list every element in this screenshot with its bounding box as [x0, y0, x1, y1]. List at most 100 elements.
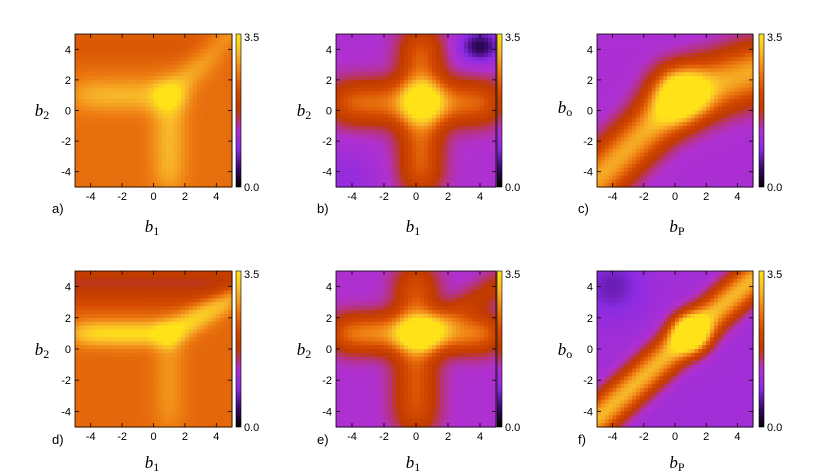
- heatmap-cell: [133, 125, 139, 131]
- heatmap-cell: [464, 129, 469, 135]
- heatmap-cell: [344, 41, 349, 47]
- heatmap-cell: [714, 45, 719, 50]
- heatmap-cell: [420, 133, 425, 138]
- heatmap-cell: [448, 91, 453, 96]
- heatmap-cell: [737, 110, 742, 115]
- heatmap-cell: [600, 164, 606, 169]
- heatmap-cell: [78, 349, 84, 354]
- heatmap-cell: [149, 144, 155, 150]
- heatmap-cell: [436, 79, 441, 85]
- heatmap-cell: [616, 137, 621, 142]
- heatmap-cell: [492, 34, 497, 39]
- heatmap-cell: [714, 68, 719, 73]
- heatmap-cell: [710, 125, 715, 131]
- heatmap-cell: [745, 125, 750, 131]
- heatmap-cell: [388, 141, 393, 146]
- heatmap-cell: [94, 175, 100, 180]
- heatmap-cell: [620, 60, 625, 66]
- heatmap-cell: [440, 72, 445, 77]
- heatmap-cell: [98, 37, 104, 43]
- heatmap-cell: [78, 310, 84, 315]
- heatmap-cell: [698, 141, 703, 146]
- heatmap-cell: [468, 148, 473, 154]
- heatmap-cell: [492, 125, 497, 131]
- heatmap-cell: [424, 87, 429, 92]
- heatmap-cell: [90, 144, 96, 150]
- heatmap-cell: [737, 148, 742, 154]
- heatmap-cell: [612, 167, 618, 173]
- heatmap-cell: [126, 37, 131, 43]
- heatmap-cell: [663, 118, 668, 123]
- heatmap-cell: [360, 102, 365, 108]
- heatmap-cell: [440, 41, 445, 47]
- heatmap-cell: [75, 356, 80, 362]
- heatmap-cell: [636, 76, 641, 81]
- heatmap-cell: [149, 68, 155, 73]
- heatmap-cell: [721, 160, 727, 165]
- heatmap-cell: [98, 79, 104, 85]
- heatmap-cell: [114, 133, 119, 138]
- heatmap-cell: [612, 91, 618, 96]
- heatmap-cell: [133, 171, 139, 177]
- heatmap-cell: [745, 137, 750, 142]
- heatmap-cell: [690, 175, 696, 180]
- y-axis-label: b2: [297, 101, 312, 122]
- heatmap-cell: [460, 141, 465, 146]
- heatmap-cell: [212, 118, 217, 123]
- heatmap-cell: [340, 56, 345, 62]
- heatmap-cell: [106, 37, 111, 43]
- heatmap-cell: [106, 45, 111, 50]
- heatmap-cell: [749, 133, 754, 138]
- heatmap-cell: [682, 152, 688, 157]
- heatmap-cell: [608, 152, 614, 157]
- heatmap-cell: [655, 91, 660, 96]
- heatmap-cell: [348, 56, 353, 62]
- heatmap-cell: [137, 34, 143, 39]
- heatmap-cell: [98, 49, 104, 54]
- heatmap-cell: [651, 167, 657, 173]
- heatmap-cell: [220, 110, 225, 115]
- heatmap-cell: [484, 76, 489, 81]
- heatmap-cell: [624, 91, 629, 96]
- heatmap-cell: [636, 148, 641, 154]
- heatmap-cell: [86, 99, 92, 104]
- heatmap-cell: [376, 76, 381, 81]
- heatmap-cell: [643, 87, 649, 92]
- heatmap-cell: [165, 64, 170, 70]
- heatmap-cell: [356, 164, 361, 169]
- heatmap-cell: [380, 95, 385, 100]
- heatmap-cell: [671, 45, 676, 50]
- heatmap-cell: [745, 64, 750, 70]
- heatmap-cell: [749, 53, 754, 58]
- heatmap-cell: [492, 37, 497, 43]
- heatmap-cell: [208, 133, 213, 138]
- heatmap-cell: [492, 129, 497, 135]
- heatmap-cell: [204, 56, 210, 62]
- heatmap-cell: [432, 83, 437, 89]
- heatmap-cell: [600, 167, 606, 173]
- heatmap-cell: [216, 148, 221, 154]
- heatmap-cell: [440, 34, 445, 39]
- heatmap-cell: [749, 79, 754, 85]
- heatmap-cell: [678, 156, 684, 161]
- heatmap-cell: [717, 129, 723, 135]
- heatmap-cell: [432, 167, 437, 173]
- heatmap-cell: [396, 129, 401, 135]
- heatmap-cell: [452, 56, 457, 62]
- heatmap-cell: [698, 83, 703, 89]
- heatmap-cell: [484, 68, 489, 73]
- heatmap-cell: [368, 83, 373, 89]
- heatmap-cell: [86, 164, 92, 169]
- heatmap-cell: [208, 64, 213, 70]
- heatmap-cell: [456, 95, 461, 100]
- heatmap-cell: [388, 79, 393, 85]
- heatmap-cell: [384, 133, 389, 138]
- heatmap-cell: [106, 152, 111, 157]
- heatmap-cell: [620, 102, 625, 108]
- heatmap-cell: [122, 171, 127, 177]
- heatmap-cell: [632, 79, 637, 85]
- heatmap-cell: [420, 164, 425, 169]
- heatmap-cell: [384, 144, 389, 150]
- heatmap-cell: [133, 152, 139, 157]
- heatmap-cell: [737, 137, 742, 142]
